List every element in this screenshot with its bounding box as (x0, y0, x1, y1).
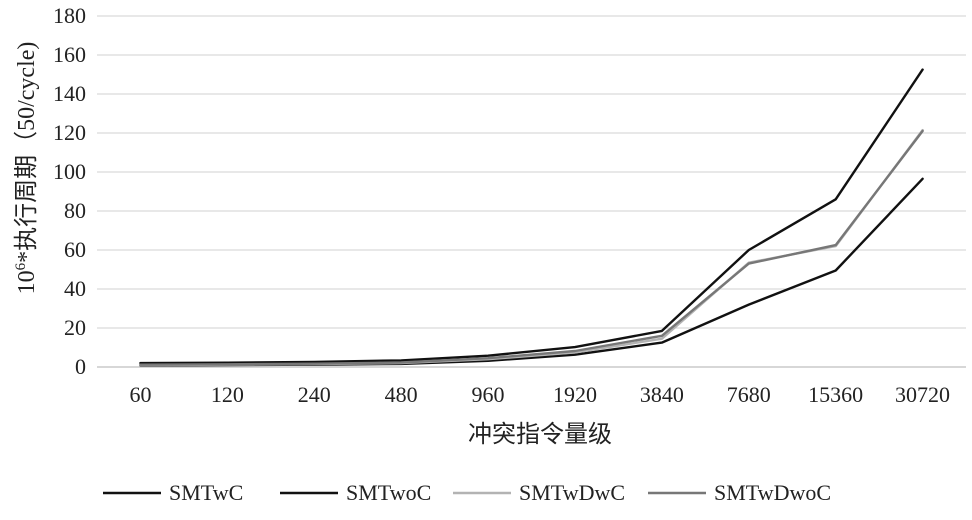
x-tick-label: 1920 (553, 382, 597, 407)
y-tick-label: 40 (64, 276, 86, 301)
x-tick-label: 7680 (727, 382, 771, 407)
y-tick-label: 180 (53, 3, 86, 28)
y-axis-ticks: 0 20 40 60 80 100 120 140 160 180 (53, 3, 86, 379)
gridlines (97, 15, 966, 368)
legend: SMTwC SMTwoC SMTwDwC SMTwDwoC (103, 480, 831, 505)
x-tick-label: 240 (298, 382, 331, 407)
legend-label-smtwdwc: SMTwDwC (519, 480, 625, 505)
legend-label-smtwdwoc: SMTwDwoC (714, 480, 831, 505)
x-tick-label: 960 (472, 382, 505, 407)
series-line-smtwdwc (139, 128, 924, 367)
y-axis-title: 106*执行周期（50/cycle) (13, 42, 40, 295)
legend-label-smtwc: SMTwC (169, 480, 243, 505)
series-line-smtwoc (139, 177, 924, 367)
series-line-smtwc (139, 68, 924, 365)
y-tick-label: 120 (53, 120, 86, 145)
y-axis-title-base: 10 (14, 270, 40, 294)
y-tick-label: 160 (53, 42, 86, 67)
x-tick-label: 15360 (808, 382, 863, 407)
y-tick-label: 20 (64, 315, 86, 340)
y-tick-label: 140 (53, 81, 86, 106)
x-tick-label: 60 (129, 382, 151, 407)
x-axis-ticks: 60 120 240 480 960 1920 3840 7680 15360 30720 (129, 382, 950, 407)
x-tick-label: 120 (211, 382, 244, 407)
x-tick-label: 3840 (640, 382, 684, 407)
x-tick-label: 480 (385, 382, 418, 407)
series-lines (139, 68, 924, 367)
y-tick-label: 60 (64, 237, 86, 262)
y-tick-label: 0 (75, 354, 86, 379)
x-tick-label: 30720 (895, 382, 950, 407)
y-tick-label: 100 (53, 159, 86, 184)
series-line-smtwdwoc (139, 129, 924, 366)
x-axis-title: 冲突指令量级 (468, 421, 612, 448)
y-axis-title-rest: *执行周期（50/cycle) (13, 42, 40, 263)
y-tick-label: 80 (64, 198, 86, 223)
y-axis-title-sup: 6 (13, 262, 29, 270)
legend-label-smtwoc: SMTwoC (346, 480, 431, 505)
